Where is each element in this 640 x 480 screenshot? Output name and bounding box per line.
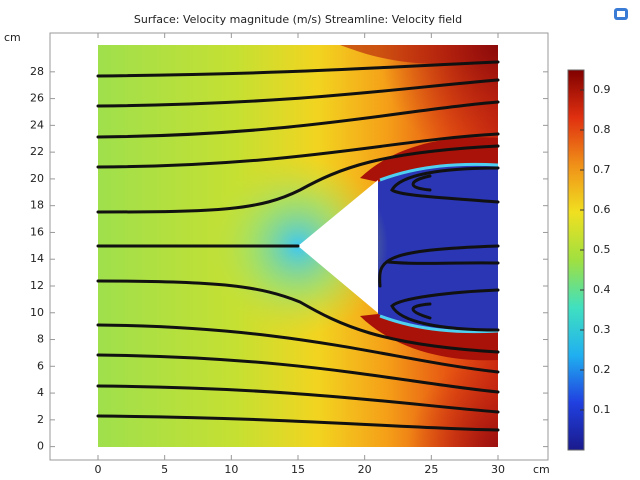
y-tick-label: 4 [37, 386, 44, 399]
y-tick-label: 10 [30, 306, 44, 319]
colorbar-tick-label: 0.9 [593, 83, 611, 96]
y-tick-label: 16 [30, 225, 44, 238]
colorbar-tick-label: 0.6 [593, 203, 611, 216]
plot-frame [49, 32, 549, 461]
colorbar-tick-label: 0.2 [593, 363, 611, 376]
colorbar-tick-label: 0.4 [593, 283, 611, 296]
x-tick-label: 15 [291, 463, 305, 476]
x-tick-label: 25 [424, 463, 438, 476]
colorbar-tick-label: 0.5 [593, 243, 611, 256]
chart-title: Surface: Velocity magnitude (m/s) Stream… [134, 13, 462, 26]
streamlines [96, 60, 500, 432]
y-tick-label: 14 [30, 252, 44, 265]
app-icon [614, 8, 628, 20]
y-tick-label: 20 [30, 172, 44, 185]
x-tick-label: 20 [358, 463, 372, 476]
y-tick-label: 24 [30, 118, 44, 131]
colorbar-tick-label: 0.3 [593, 323, 611, 336]
y-tick-label: 6 [37, 359, 44, 372]
y-tick-label: 8 [37, 333, 44, 346]
colorbar-tick-label: 0.8 [593, 123, 611, 136]
y-tick-label: 28 [30, 65, 44, 78]
x-tick-label: 0 [95, 463, 102, 476]
y-tick-label: 26 [30, 92, 44, 105]
y-tick-label: 2 [37, 413, 44, 426]
y-tick-label: 18 [30, 199, 44, 212]
colorbar-tick-label: 0.7 [593, 163, 611, 176]
x-tick-label: 5 [161, 463, 168, 476]
x-unit: cm [533, 463, 550, 476]
x-tick-label: 30 [491, 463, 505, 476]
y-tick-label: 0 [37, 440, 44, 453]
colorbar [567, 69, 585, 451]
y-unit: cm [4, 31, 21, 44]
colorbar-tick-label: 0.1 [593, 403, 611, 416]
x-tick-label: 10 [224, 463, 238, 476]
y-tick-label: 12 [30, 279, 44, 292]
y-tick-label: 22 [30, 145, 44, 158]
